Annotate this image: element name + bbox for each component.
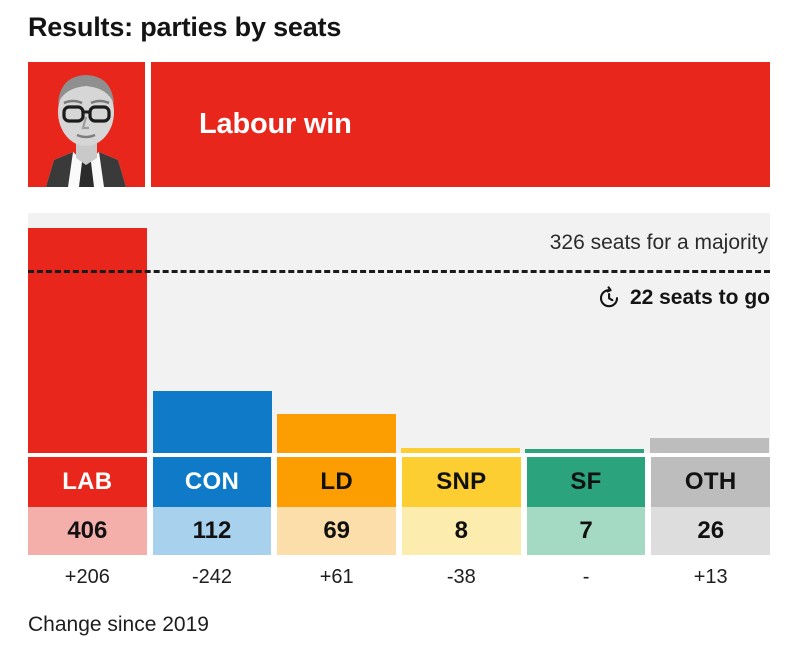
party-column-snp[interactable]: SNP 8 -38 <box>402 457 521 599</box>
bar-lab <box>28 228 147 453</box>
party-change-ld: +61 <box>277 555 397 599</box>
chart-footnote: Change since 2019 <box>28 613 209 636</box>
party-column-oth[interactable]: OTH 26 +13 <box>651 457 771 599</box>
party-seats-sf: 7 <box>526 507 646 555</box>
bar-ld <box>277 414 396 453</box>
party-seats-oth: 26 <box>651 507 771 555</box>
page-title: Results: parties by seats <box>28 12 342 42</box>
bar-con <box>153 391 272 453</box>
keir-starmer-portrait <box>28 62 145 187</box>
winner-banner: Labour win <box>28 62 770 187</box>
party-column-lab[interactable]: LAB 406 +206 <box>28 457 147 599</box>
party-change-con: -242 <box>152 555 272 599</box>
party-seats-con: 112 <box>152 507 272 555</box>
chart-bars <box>28 213 770 453</box>
party-column-ld[interactable]: LD 69 +61 <box>277 457 397 599</box>
party-seats-ld: 69 <box>277 507 397 555</box>
bar-snp <box>401 448 520 453</box>
chart-plot-area <box>28 213 770 453</box>
winner-bar: Labour win <box>151 62 770 187</box>
party-name-snp: SNP <box>402 457 521 507</box>
winner-label: Labour win <box>199 108 352 140</box>
party-name-oth: OTH <box>651 457 771 507</box>
party-change-oth: +13 <box>651 555 771 599</box>
party-name-lab: LAB <box>28 457 147 507</box>
bar-oth <box>650 438 769 453</box>
party-results-table: LAB 406 +206 CON 112 -242 LD 69 +61 SNP … <box>28 457 771 599</box>
bar-sf <box>525 449 644 453</box>
majority-label: 326 seats for a majority <box>549 231 768 254</box>
party-column-sf[interactable]: SF 7 - <box>526 457 646 599</box>
party-seats-snp: 8 <box>402 507 521 555</box>
party-change-snp: -38 <box>402 555 521 599</box>
party-name-sf: SF <box>526 457 646 507</box>
party-name-con: CON <box>152 457 272 507</box>
party-change-sf: - <box>526 555 646 599</box>
party-seats-lab: 406 <box>28 507 147 555</box>
party-name-ld: LD <box>277 457 397 507</box>
seats-to-go: 22 seats to go <box>597 286 770 310</box>
clock-arrow-icon <box>597 286 621 310</box>
party-column-con[interactable]: CON 112 -242 <box>152 457 272 599</box>
majority-threshold-line <box>28 270 770 273</box>
seats-to-go-label: 22 seats to go <box>629 286 770 309</box>
party-change-lab: +206 <box>28 555 147 599</box>
